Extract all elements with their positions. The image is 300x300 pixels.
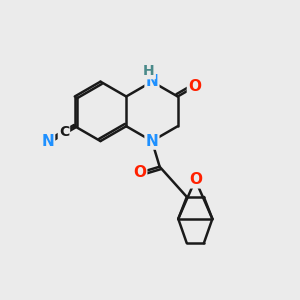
Text: H: H [143,64,155,78]
Text: N: N [146,74,158,89]
Text: N: N [41,134,54,149]
Text: O: O [188,79,201,94]
Text: O: O [189,172,202,187]
Text: O: O [133,165,146,180]
Text: N: N [146,134,158,148]
Text: C: C [59,125,69,140]
